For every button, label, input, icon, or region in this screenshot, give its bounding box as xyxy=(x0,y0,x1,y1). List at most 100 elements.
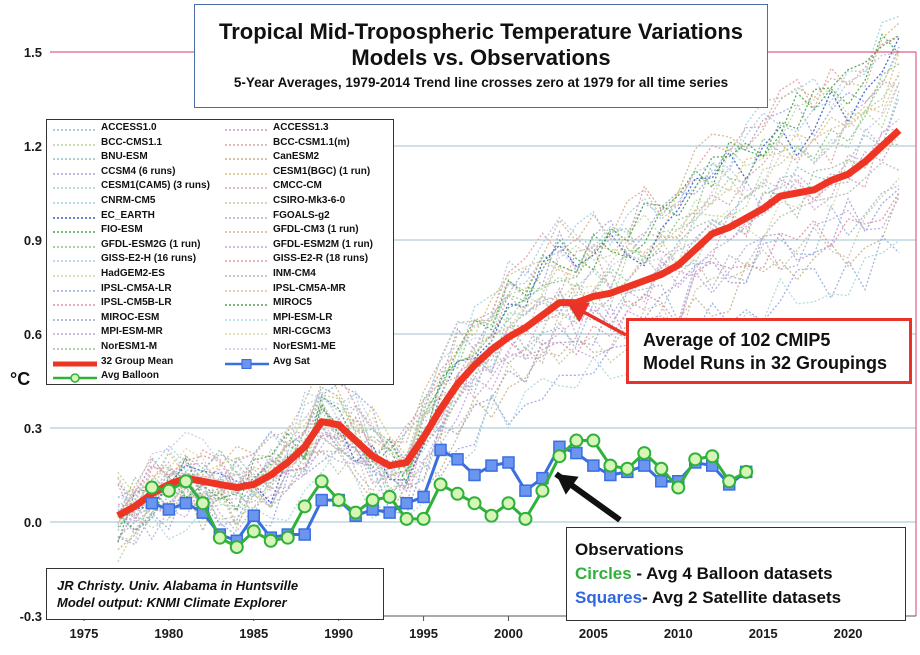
balloon-circle-point xyxy=(671,480,686,495)
legend-label: IPSL-CM5A-MR xyxy=(273,282,346,294)
sat-square-point xyxy=(502,456,515,469)
legend-swatch-sat-square xyxy=(241,358,252,369)
balloon-circle-point xyxy=(365,493,380,508)
legend-swatch xyxy=(225,318,269,321)
annotation-arrows xyxy=(554,301,627,523)
balloon-circle-point xyxy=(637,446,652,461)
model-average-arrow-head xyxy=(567,302,590,323)
legend-label: GFDL-ESM2G (1 run) xyxy=(101,238,201,250)
legend-label: ACCESS1.3 xyxy=(273,122,329,133)
balloon-circle-point xyxy=(433,477,448,492)
sat-square-point xyxy=(570,446,583,460)
legend-label: Avg Sat xyxy=(273,355,310,367)
balloon-circle-point xyxy=(246,524,261,539)
sat-square-point xyxy=(451,453,464,466)
legend-swatch xyxy=(53,216,97,219)
x-tick-label: 1980 xyxy=(154,626,183,641)
legend-label: INM-CM4 xyxy=(273,268,316,279)
legend-swatch xyxy=(225,158,269,160)
legend-label: NorESM1-ME xyxy=(273,341,336,352)
y-axis-ticks: -0.3 0.0 0.3 0.6 0.9 1.2 1.5 xyxy=(20,45,42,624)
balloon-circle-point xyxy=(212,530,227,545)
observations-arrow-head xyxy=(556,474,579,495)
balloon-text: - Avg 4 Balloon datasets xyxy=(631,564,833,583)
y-axis-label: °C xyxy=(10,369,30,389)
x-tick-label: 1975 xyxy=(69,626,98,641)
balloon-circle-point xyxy=(416,511,431,526)
model-line xyxy=(117,240,900,541)
series-line-group-mean xyxy=(116,127,902,519)
sat-square-point xyxy=(162,503,176,516)
balloon-circle-point xyxy=(569,433,584,448)
credit-box: JR Christy. Univ. Alabama in Huntsville … xyxy=(46,568,384,620)
balloon-circle-point xyxy=(535,483,550,498)
model-line xyxy=(117,197,900,516)
legend-label: BCC-CMS1.1 xyxy=(101,136,163,148)
sat-word: Squares xyxy=(575,588,643,607)
model-line xyxy=(117,52,900,504)
model-line xyxy=(117,46,900,499)
sat-square-point xyxy=(179,496,193,510)
balloon-circle-point xyxy=(399,511,414,526)
legend-swatch xyxy=(225,172,269,175)
sat-square-point xyxy=(417,490,430,504)
legend-swatch xyxy=(53,172,97,175)
legend-swatch xyxy=(53,202,97,204)
legend-swatch xyxy=(53,304,97,306)
balloon-circle-point xyxy=(161,483,176,498)
legend-label: IPSL-CM5B-LR xyxy=(101,297,172,309)
model-line xyxy=(117,192,900,551)
legend-label: FGOALS-g2 xyxy=(273,209,330,221)
sat-square-point xyxy=(638,459,651,472)
balloon-circle-point xyxy=(314,474,329,489)
legend-swatch xyxy=(225,304,269,306)
sat-square-point xyxy=(383,506,396,519)
balloon-circle-point xyxy=(144,480,159,495)
balloon-circle-point xyxy=(178,474,193,489)
legend-swatch-balloon-circle xyxy=(70,373,80,383)
balloon-circle-point xyxy=(620,461,635,476)
credit-line-1: JR Christy. Univ. Alabama in Huntsville xyxy=(57,578,299,593)
model-line xyxy=(117,22,900,525)
credit-line-2: Model output: KNMI Climate Explorer xyxy=(57,595,287,610)
observations-balloon-line: Circles - Avg 4 Balloon datasets xyxy=(575,562,905,586)
legend-label: CESM1(CAM5) (3 runs) xyxy=(101,180,210,192)
x-tick-label: 2000 xyxy=(494,626,523,641)
legend-swatch xyxy=(53,373,97,383)
legend-swatch xyxy=(225,143,269,146)
x-tick-label: 2020 xyxy=(834,626,863,641)
balloon-circle-point xyxy=(518,511,533,526)
model-average-line-1: Average of 102 CMIP5 xyxy=(643,330,831,350)
y-tick-label: 0.0 xyxy=(24,515,42,530)
sat-square-point xyxy=(145,496,159,510)
legend-swatch xyxy=(225,333,269,336)
y-tick-label: 1.5 xyxy=(24,45,42,60)
legend-label: CanESM2 xyxy=(273,151,320,163)
sat-text: - Avg 2 Satellite datasets xyxy=(642,588,842,607)
balloon-circle-point xyxy=(280,530,295,545)
series-layer xyxy=(116,127,902,555)
legend-swatch xyxy=(53,231,97,233)
legend-label: BNU-ESM xyxy=(101,151,148,163)
observations-annotation: Observations Circles - Avg 4 Balloon dat… xyxy=(566,527,906,621)
observations-sat-line: Squares- Avg 2 Satellite datasets xyxy=(575,586,905,610)
balloon-circle-point xyxy=(450,486,465,501)
model-line xyxy=(117,35,900,543)
balloon-circle-point xyxy=(348,505,363,520)
x-axis-ticks: 1975 1980 1985 1990 1995 2000 2005 2010 2015 2020 xyxy=(69,616,863,641)
balloon-circle-point xyxy=(297,499,312,514)
model-line xyxy=(117,33,900,532)
balloon-circle-point xyxy=(722,474,737,489)
model-line xyxy=(117,90,900,531)
legend-label: GFDL-ESM2M (1 run) xyxy=(273,238,373,250)
sat-square-point xyxy=(519,484,532,497)
legend-label: IPSL-CM5A-LR xyxy=(101,282,172,294)
model-line xyxy=(117,34,900,522)
title-box: Tropical Mid-Tropospheric Temperature Va… xyxy=(194,4,768,108)
legend-label: EC_EARTH xyxy=(101,209,155,221)
legend-label: CMCC-CM xyxy=(273,180,322,192)
legend-label: ACCESS1.0 xyxy=(101,122,157,133)
balloon-circle-point xyxy=(552,449,567,464)
legend-label: CCSM4 (6 runs) xyxy=(101,165,176,177)
sat-square-point xyxy=(400,496,413,510)
